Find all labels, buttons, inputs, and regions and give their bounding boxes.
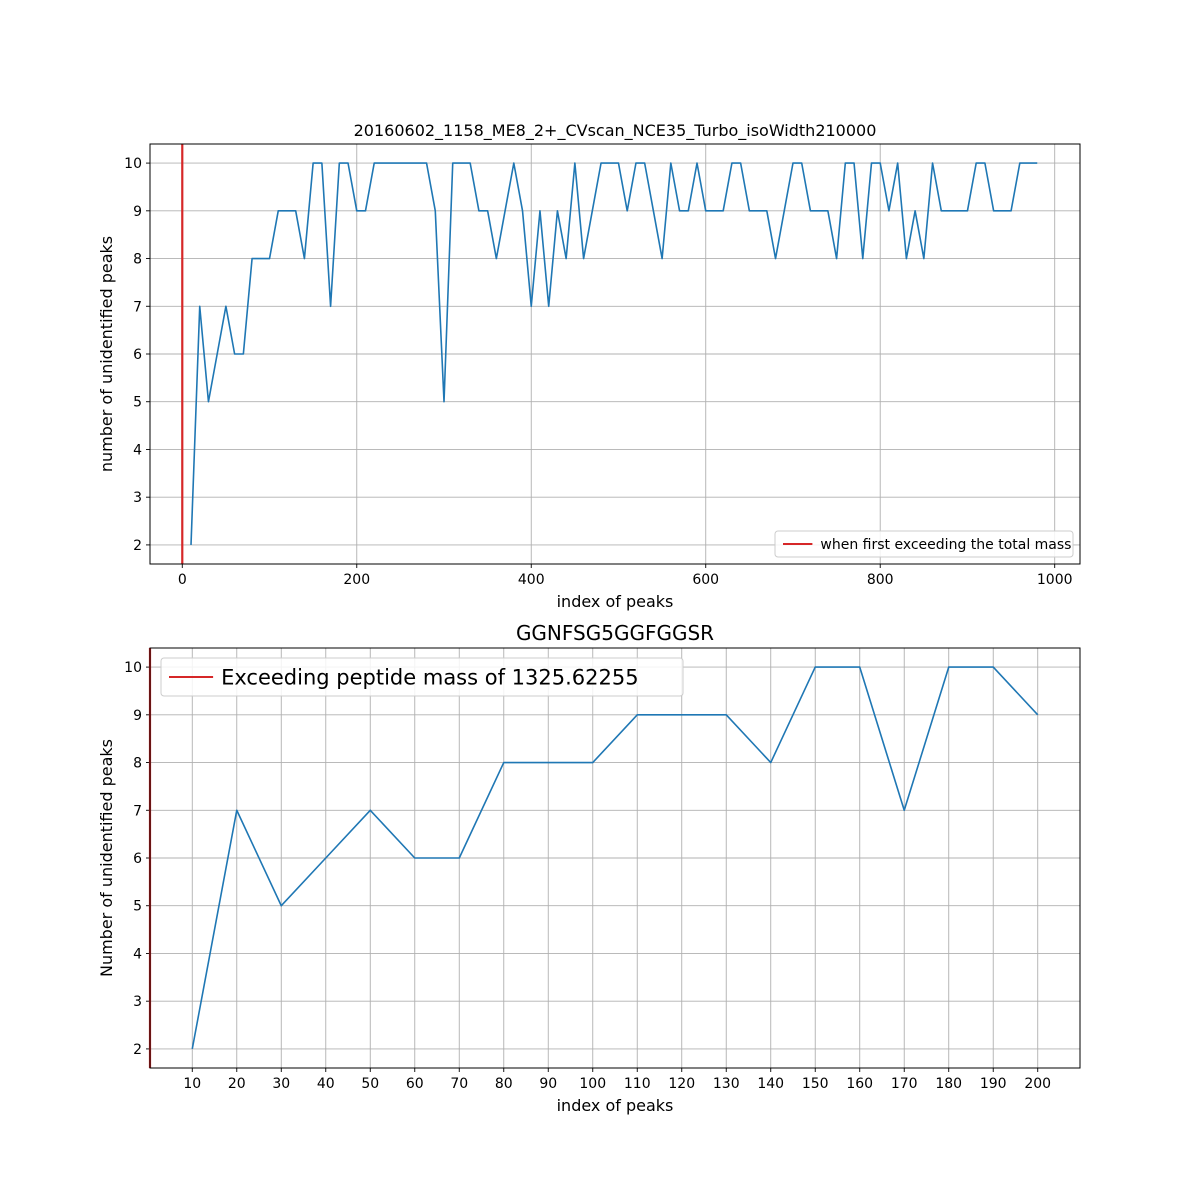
- chart2-y-tick-label: 7: [133, 803, 142, 819]
- chart1-x-tick-label: 200: [343, 572, 370, 588]
- chart1-x-axis-label: index of peaks: [557, 592, 674, 611]
- chart2-y-tick-label: 9: [133, 708, 142, 724]
- chart1-x-tick-label: 800: [867, 572, 894, 588]
- chart1-y-axis-label: number of unidentified peaks: [97, 236, 116, 472]
- chart2-x-tick-label: 160: [846, 1076, 873, 1092]
- chart2-x-tick-label: 10: [183, 1076, 201, 1092]
- chart1-x-tick-label: 0: [178, 572, 187, 588]
- chart2-y-tick-label: 6: [133, 851, 142, 867]
- chart1-x-tick-label: 400: [518, 572, 545, 588]
- chart1-series-line: [190, 162, 1038, 545]
- chart2-x-tick-label: 100: [579, 1076, 606, 1092]
- chart1-x-tick-label: 1000: [1037, 572, 1073, 588]
- chart1-legend: when first exceeding the total mass: [774, 530, 1074, 558]
- chart1-y-tick-label: 3: [133, 490, 142, 506]
- chart1-y-tick-label: 10: [124, 156, 142, 172]
- chart2-x-tick-label: 120: [668, 1076, 695, 1092]
- chart2-x-tick-label: 70: [450, 1076, 468, 1092]
- chart2-x-tick-label: 80: [495, 1076, 513, 1092]
- chart1-group: 0 200 400 600 800 1000 2 3 4 5 6 7 8 9 10 20160602_1158…: [97, 121, 1081, 611]
- chart2-y-tick-label: 2: [133, 1042, 142, 1058]
- chart2-x-tick-label: 50: [361, 1076, 379, 1092]
- chart2-y-tick-label: 10: [124, 660, 142, 676]
- chart1-x-tick-label: 600: [692, 572, 719, 588]
- chart2-x-tick-label: 190: [980, 1076, 1007, 1092]
- chart2-series-line: [191, 666, 1039, 1050]
- chart1-y-tick-label: 6: [133, 347, 142, 363]
- chart2-group: 10 20 30 40 50 60 70 80 90 100 110 120 130 140 150 160 1…: [97, 621, 1081, 1115]
- chart2-x-tick-label: 140: [757, 1076, 784, 1092]
- chart2-y-axis-label: Number of unidentified peaks: [97, 739, 116, 977]
- chart2-x-tick-label: 110: [624, 1076, 651, 1092]
- chart2-x-tick-label: 130: [713, 1076, 740, 1092]
- chart2-x-tick-label: 180: [935, 1076, 962, 1092]
- chart1-legend-label: when first exceeding the total mass: [820, 537, 1071, 553]
- chart1-legend-box: [774, 530, 1074, 558]
- chart1-y-tick-label: 7: [133, 299, 142, 315]
- chart2-x-tick-label: 30: [272, 1076, 290, 1092]
- chart1-axes-frame: [149, 143, 1081, 565]
- chart1-y-tick-label: 8: [133, 252, 142, 268]
- chart1-y-tick-label: 9: [133, 204, 142, 220]
- chart2-axes-frame: [149, 647, 1081, 1069]
- chart1-y-tick-label: 4: [133, 442, 142, 458]
- chart2-y-tick-label: 5: [133, 899, 142, 915]
- chart1-title: 20160602_1158_ME8_2+_CVscan_NCE35_Turbo_…: [354, 121, 877, 141]
- chart2-legend-label: Exceeding peptide mass of 1325.62255: [221, 666, 638, 690]
- chart2-x-tick-label: 20: [228, 1076, 246, 1092]
- chart2-legend: Exceeding peptide mass of 1325.62255: [160, 657, 684, 697]
- chart1-y-tick-label: 5: [133, 395, 142, 411]
- chart2-x-tick-label: 40: [317, 1076, 335, 1092]
- chart1-y-tick-label: 2: [133, 538, 142, 554]
- chart2-x-tick-label: 60: [406, 1076, 424, 1092]
- chart2-x-tick-label: 150: [802, 1076, 829, 1092]
- chart2-title: GGNFSG5GGFGGSR: [516, 621, 714, 645]
- chart2-x-tick-label: 200: [1024, 1076, 1051, 1092]
- chart2-y-tick-label: 4: [133, 946, 142, 962]
- chart2-legend-box: [160, 657, 684, 697]
- chart2-x-axis-label: index of peaks: [557, 1096, 674, 1115]
- chart2-y-tick-label: 3: [133, 994, 142, 1010]
- chart2-x-tick-label: 170: [891, 1076, 918, 1092]
- chart2-y-tick-label: 8: [133, 756, 142, 772]
- chart2-x-tick-label: 90: [539, 1076, 557, 1092]
